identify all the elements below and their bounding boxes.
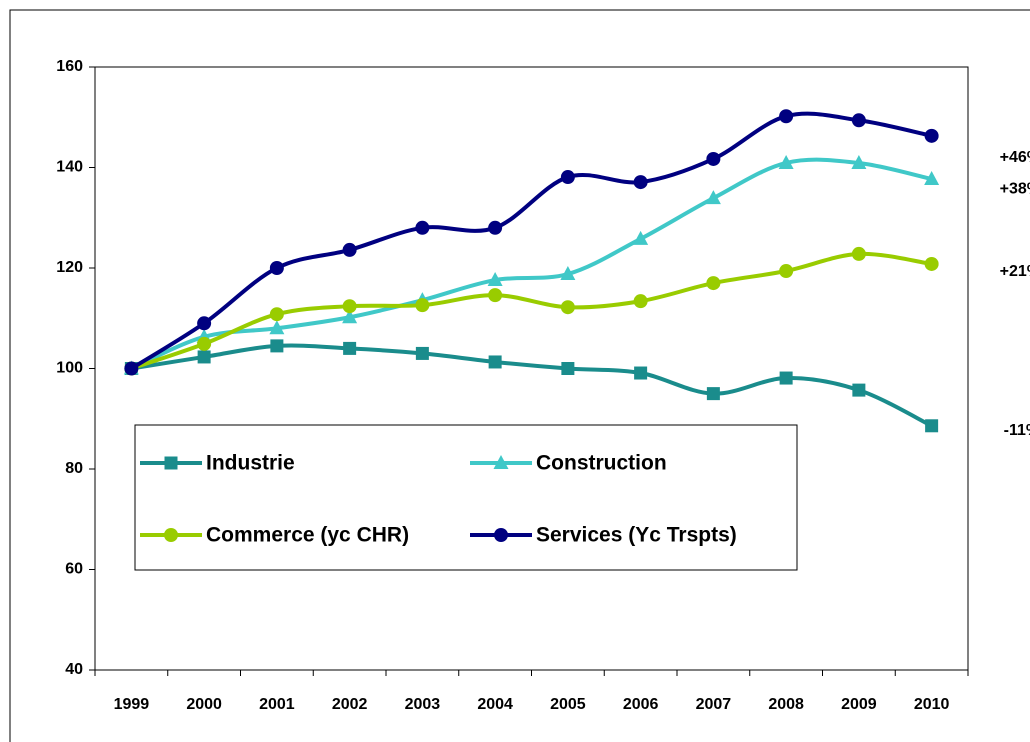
point xyxy=(778,154,794,169)
legend-marker xyxy=(164,456,178,470)
point xyxy=(270,339,284,353)
legend-label: Services (Yc Trspts) xyxy=(536,524,737,547)
point xyxy=(779,264,794,279)
legend-label: Commerce (yc CHR) xyxy=(206,524,409,547)
series-line xyxy=(131,343,933,428)
x-tick-label: 2008 xyxy=(768,696,804,713)
point xyxy=(924,171,940,186)
point xyxy=(560,300,575,315)
x-tick-label: 2010 xyxy=(914,696,950,713)
point xyxy=(633,175,648,190)
point xyxy=(415,298,430,313)
annotation: -11% xyxy=(1004,422,1030,439)
annotation: +46% xyxy=(1000,149,1030,166)
x-tick-label: 2007 xyxy=(696,696,732,713)
x-tick-label: 2004 xyxy=(477,696,513,713)
y-tick-label: 40 xyxy=(65,661,83,678)
series-line xyxy=(130,251,932,371)
y-tick-label: 120 xyxy=(56,259,83,276)
legend-marker xyxy=(494,528,508,542)
point xyxy=(343,341,357,355)
point xyxy=(124,361,139,376)
x-tick-label: 2009 xyxy=(841,696,877,713)
point xyxy=(560,170,575,185)
point xyxy=(488,355,502,369)
legend-marker xyxy=(164,528,178,542)
point xyxy=(852,383,866,397)
point xyxy=(851,154,867,169)
point xyxy=(197,336,212,351)
y-tick-label: 80 xyxy=(65,460,83,477)
point xyxy=(925,419,939,433)
point xyxy=(706,151,721,166)
legend-label: Construction xyxy=(536,452,667,475)
point xyxy=(415,346,429,360)
frame xyxy=(9,9,1030,742)
point xyxy=(342,299,357,314)
legend-marker xyxy=(493,455,509,469)
point xyxy=(706,387,720,401)
x-tick-label: 2005 xyxy=(550,696,586,713)
point xyxy=(342,309,358,324)
x-tick-label: 2001 xyxy=(259,696,295,713)
x-tick-label: 2003 xyxy=(405,696,441,713)
point xyxy=(197,316,212,331)
point xyxy=(342,242,357,257)
legend-label: Industrie xyxy=(206,452,295,475)
y-tick-label: 60 xyxy=(65,561,83,578)
annotation: +38% xyxy=(1000,180,1030,197)
legend xyxy=(134,424,798,571)
y-tick-label: 140 xyxy=(56,159,83,176)
point xyxy=(706,276,721,291)
point xyxy=(851,113,866,128)
point xyxy=(924,128,939,143)
x-tick-label: 2006 xyxy=(623,696,659,713)
point xyxy=(415,220,430,235)
annotation: +21% xyxy=(1000,263,1030,280)
x-tick-label: 1999 xyxy=(114,696,150,713)
point xyxy=(633,294,648,309)
x-tick-label: 2002 xyxy=(332,696,368,713)
x-tick-label: 2000 xyxy=(186,696,222,713)
point xyxy=(269,261,284,275)
point xyxy=(488,220,503,235)
point xyxy=(197,350,211,364)
point xyxy=(779,371,793,385)
point xyxy=(560,266,576,281)
point xyxy=(269,307,284,322)
y-tick-label: 100 xyxy=(56,360,83,377)
plot-area xyxy=(94,66,969,671)
point xyxy=(269,320,285,335)
point xyxy=(488,288,503,303)
point xyxy=(851,246,866,261)
point xyxy=(487,272,503,287)
point xyxy=(634,366,648,380)
y-tick-label: 160 xyxy=(56,58,83,75)
point xyxy=(924,256,939,271)
point xyxy=(779,109,794,124)
point xyxy=(633,230,649,245)
point xyxy=(561,362,575,375)
point xyxy=(705,190,721,205)
